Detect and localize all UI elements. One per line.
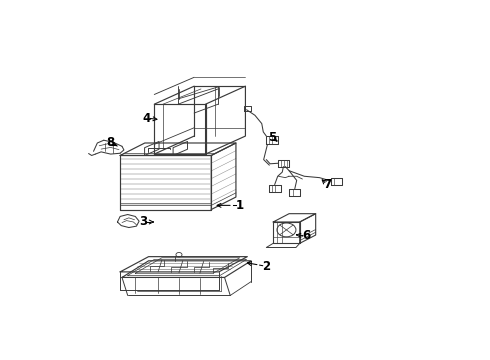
Text: 4: 4 [143, 112, 151, 125]
Text: 6: 6 [302, 229, 310, 242]
Text: 3: 3 [139, 216, 147, 229]
Text: 7: 7 [323, 178, 331, 191]
Text: 5: 5 [268, 131, 276, 144]
Text: 8: 8 [106, 136, 115, 149]
Text: 2: 2 [262, 260, 270, 273]
Text: 1: 1 [236, 199, 244, 212]
